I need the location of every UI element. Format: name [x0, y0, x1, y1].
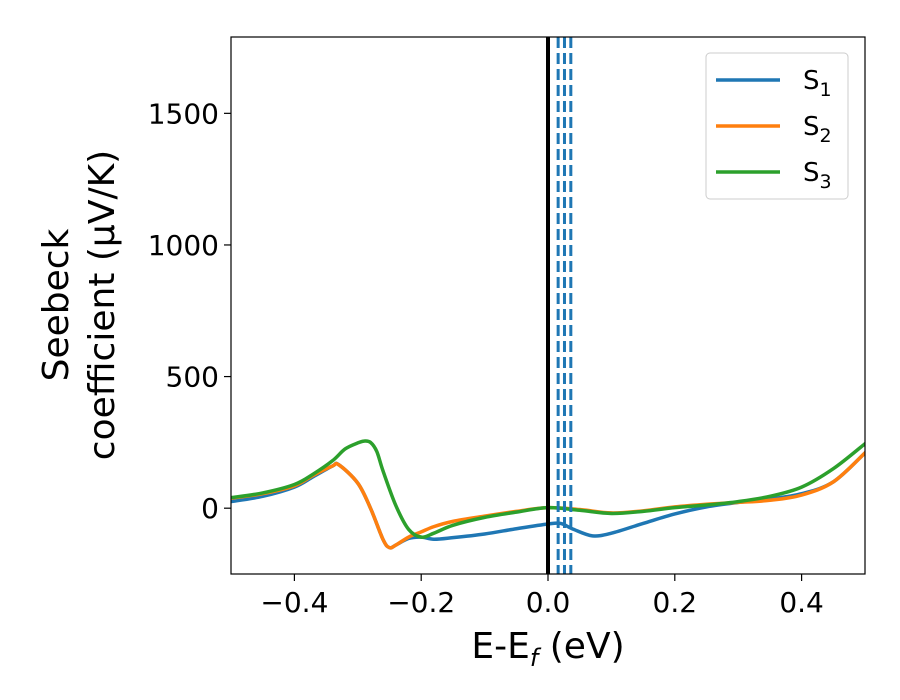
y-tick-label: 1000	[148, 229, 219, 262]
x-axis-title-base: E-E	[471, 626, 529, 667]
x-axis-title: E-Ef (eV)	[471, 626, 624, 672]
legend-label-s1: S1	[803, 66, 832, 101]
y-axis-title-line2: coefficient (μV/K)	[82, 150, 123, 460]
legend-label-s3: S3	[803, 158, 832, 193]
y-tick-label: 500	[166, 361, 219, 394]
legend: S1 S2 S3	[705, 52, 849, 200]
y-tick-label: 1500	[148, 97, 219, 130]
legend-label-s2: S2	[803, 112, 832, 147]
series-line-s3	[231, 439, 865, 539]
x-tick-label: −0.4	[260, 586, 328, 619]
y-axis-title-line1: Seebeck	[36, 228, 77, 381]
y-tick-label: 0	[201, 492, 219, 525]
x-tick-label: 0.0	[526, 586, 571, 619]
x-tick-label: 0.2	[653, 586, 698, 619]
series-layer	[231, 439, 865, 550]
legend-items: S1 S2 S3	[716, 66, 832, 193]
x-tick-label: −0.2	[387, 586, 455, 619]
x-axis-title-unit: (eV)	[538, 626, 624, 667]
y-axis-ticks: 0 500 1000 1500	[148, 97, 231, 525]
x-axis-ticks: −0.4 −0.2 0.0 0.2 0.4	[260, 574, 824, 619]
x-tick-label: 0.4	[779, 586, 824, 619]
vline-layer	[546, 37, 573, 574]
